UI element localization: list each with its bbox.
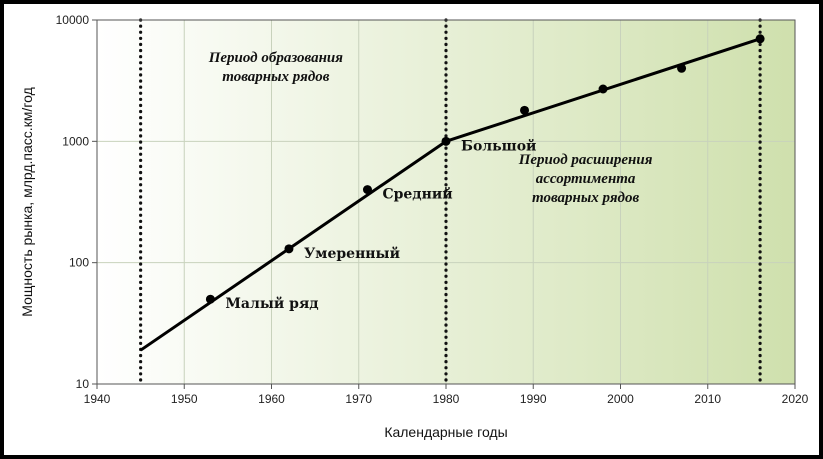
axis-ticks: 1940 1950 1960 1970 1980 1990 2000 2010 2020 10 10… (56, 13, 809, 406)
y-tick-label: 10 (76, 377, 90, 391)
y-tick-label: 10000 (56, 13, 90, 27)
x-tick-label: 1940 (84, 392, 111, 406)
period-label-line: ассортимента (536, 171, 636, 187)
period-label: Период расширения ассортимента товарных ря… (518, 152, 653, 206)
stage-label: Малый ряд (225, 295, 318, 312)
y-axis-title: Мощность рынка, млрд.пасс.км/год (19, 87, 35, 316)
period-label-line: Период расширения (518, 152, 653, 168)
y-tick-label: 100 (69, 256, 89, 270)
period-label-line: товарных рядов (222, 69, 330, 85)
stage-label: Умеренный (304, 245, 400, 262)
data-point (598, 84, 608, 94)
period-label-line: товарных рядов (532, 190, 640, 206)
x-tick-label: 1990 (520, 392, 547, 406)
annotations: Малый ряд Умеренный Средний Большой Период о… (208, 50, 653, 312)
data-point (205, 294, 215, 304)
series (139, 34, 765, 352)
data-point (520, 105, 530, 115)
data-point (362, 185, 372, 195)
y-tick-label: 1000 (62, 134, 89, 148)
data-point (755, 34, 765, 44)
period-boundaries (139, 18, 762, 386)
x-tick-label: 2020 (782, 392, 809, 406)
x-tick-label: 1960 (258, 392, 285, 406)
x-tick-label: 1970 (345, 392, 372, 406)
x-tick-label: 2010 (694, 392, 721, 406)
period-label-line: Период образования (208, 50, 344, 66)
stage-label: Средний (382, 186, 452, 203)
chart: 1940 1950 1960 1970 1980 1990 2000 2010 2020 10 10… (4, 4, 819, 455)
data-point (677, 63, 687, 73)
x-tick-label: 1980 (433, 392, 460, 406)
data-point (441, 136, 451, 146)
data-point (284, 244, 294, 254)
x-tick-label: 2000 (607, 392, 634, 406)
x-axis-title: Календарные годы (384, 424, 507, 440)
period-label: Период образования товарных рядов (208, 50, 344, 85)
chart-svg: 1940 1950 1960 1970 1980 1990 2000 2010 2020 10 10… (19, 13, 809, 440)
stage-label: Большой (461, 137, 536, 154)
x-tick-label: 1950 (171, 392, 198, 406)
